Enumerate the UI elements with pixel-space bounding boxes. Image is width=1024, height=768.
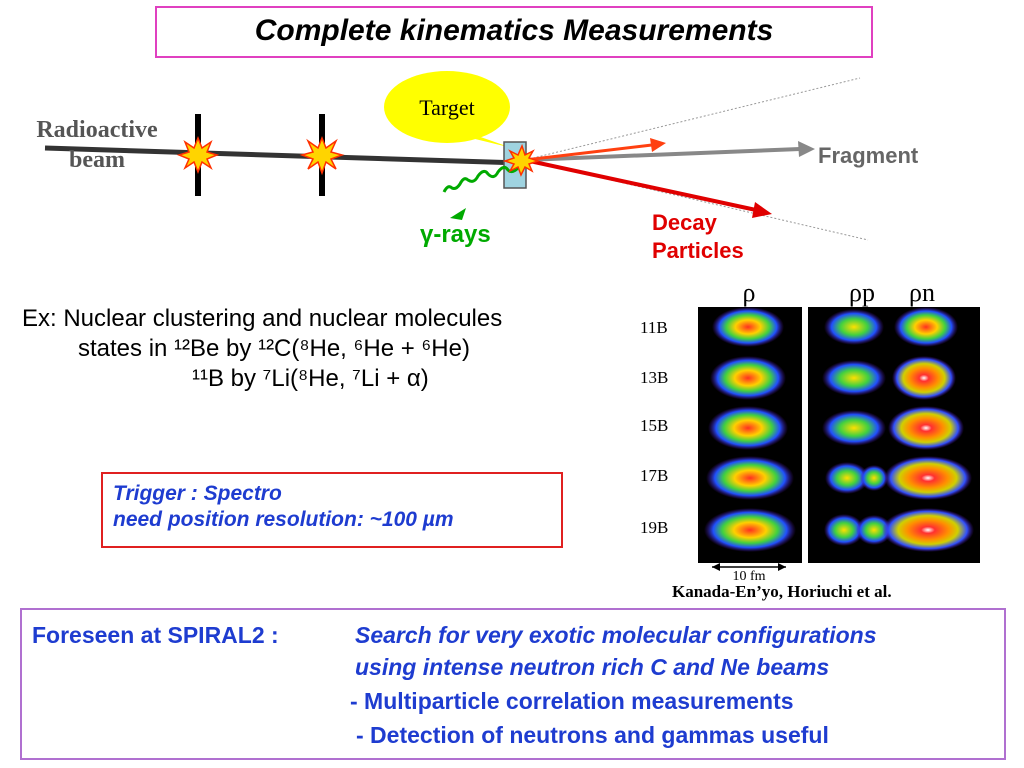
row-label: 11B — [640, 318, 668, 337]
beam-line — [44, 145, 521, 166]
scale-arrowhead-left — [712, 563, 720, 571]
foreseen-line-3: - Multiparticle correlation measurements — [350, 688, 794, 714]
decay-arrowhead — [752, 202, 772, 218]
radioactive-beam-label: Radioactive beam — [18, 115, 176, 175]
trigger-line-2: need position resolution: ~100 µm — [113, 508, 454, 531]
burst-icon — [502, 143, 541, 177]
density-blob — [822, 410, 886, 446]
row-label: 17B — [640, 466, 668, 485]
cone-upper-line — [524, 77, 861, 161]
trigger-block: Trigger : Spectro need position resoluti… — [113, 481, 454, 533]
foreseen-line-2: using intense neutron rich C and Ne beam… — [355, 654, 830, 680]
trigger-line-1: Trigger : Spectro — [113, 482, 282, 505]
figure-citation: Kanada-En’yo, Horiuchi et al. — [672, 582, 892, 601]
foreseen-frame — [20, 608, 1006, 760]
col-label-rho-p: ρp — [849, 283, 875, 307]
target-label: Target — [419, 95, 475, 120]
radioactive-beam-text: Radioactive beam — [36, 117, 158, 173]
density-blob — [708, 406, 788, 450]
density-blob — [822, 360, 886, 396]
target-bubble — [384, 71, 510, 143]
gamma-arrowhead — [450, 208, 466, 220]
density-blob — [824, 309, 884, 345]
example-line-1: Ex: Nuclear clustering and nuclear molec… — [22, 305, 503, 332]
row-label: 13B — [640, 368, 668, 387]
density-distribution-figure: ρ ρp ρn 11B 13B 15B 17B 19B 10 fm — [632, 283, 984, 581]
decay-arrow — [524, 158, 757, 212]
decay-particles-label: Decay Particles — [652, 210, 744, 263]
density-blob — [704, 508, 796, 552]
example-line-2: states in ¹²Be by ¹²C(⁸He, ⁶He + ⁶He) — [78, 335, 470, 362]
title-frame — [155, 6, 873, 58]
density-blob — [894, 307, 958, 347]
density-blob — [825, 462, 869, 494]
gamma-rays-label: γ-rays — [420, 221, 491, 248]
density-blob — [882, 508, 974, 552]
density-blob — [710, 356, 786, 400]
col-label-rho: ρ — [743, 283, 756, 307]
gamma-wave — [442, 165, 520, 193]
scale-label: 10 fm — [732, 569, 765, 581]
density-blob — [892, 356, 956, 400]
scale-arrowhead-right — [778, 563, 786, 571]
density-blob — [884, 456, 972, 500]
density-blob — [824, 514, 864, 546]
particle-arrowhead-orange — [650, 138, 666, 152]
density-blob — [860, 465, 888, 491]
row-label: 15B — [640, 416, 668, 435]
example-line-3: ¹¹B by ⁷Li(⁸He, ⁷Li + α) — [192, 365, 429, 392]
trigger-frame — [101, 472, 563, 548]
foreseen-label: Foreseen at SPIRAL2 : — [32, 622, 279, 648]
col-label-rho-n: ρn — [909, 283, 935, 307]
fragment-label: Fragment — [818, 143, 919, 168]
fragment-arrow — [524, 147, 801, 162]
density-blob — [888, 406, 964, 450]
foreseen-line-1: Search for very exotic molecular configu… — [355, 622, 877, 648]
particle-arrow-orange — [524, 143, 653, 162]
foreseen-line-4: - Detection of neutrons and gammas usefu… — [356, 722, 829, 748]
burst-icon — [176, 135, 220, 175]
fragment-arrowhead — [798, 141, 815, 157]
example-block: Ex: Nuclear clustering and nuclear molec… — [22, 304, 502, 394]
kinematics-diagram — [44, 71, 869, 241]
burst-icon — [299, 135, 345, 176]
density-blob — [706, 456, 794, 500]
slide-title: Complete kinematics Measurements — [254, 14, 774, 47]
cone-lower-line — [524, 159, 869, 241]
density-blob — [856, 515, 892, 545]
density-blob — [712, 307, 784, 347]
row-label: 19B — [640, 518, 668, 537]
